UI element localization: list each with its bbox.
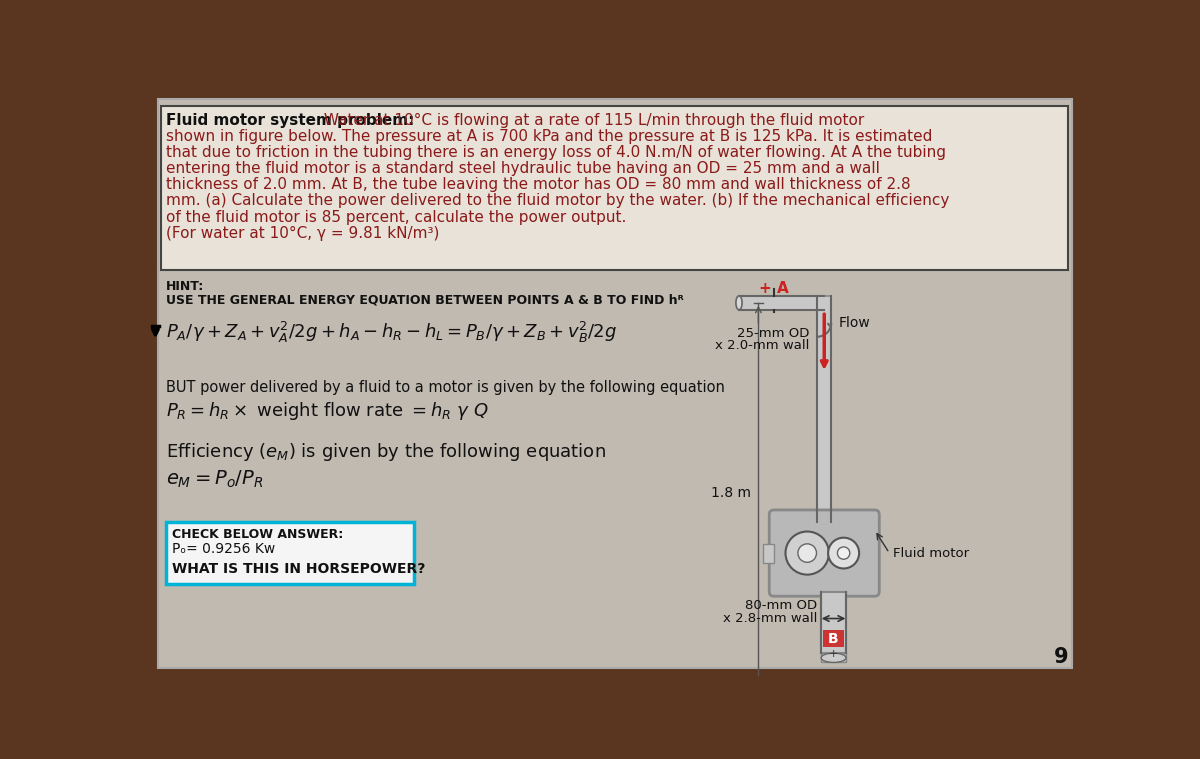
Text: thickness of 2.0 mm. At B, the tube leaving the motor has OD = 80 mm and wall th: thickness of 2.0 mm. At B, the tube leav… bbox=[166, 178, 910, 192]
Text: B: B bbox=[828, 631, 839, 646]
Text: entering the fluid motor is a standard steel hydraulic tube having an OD = 25 mm: entering the fluid motor is a standard s… bbox=[166, 161, 880, 176]
Text: BUT power delivered by a fluid to a motor is given by the following equation: BUT power delivered by a fluid to a moto… bbox=[166, 380, 725, 395]
Text: that due to friction in the tubing there is an energy loss of 4.0 N.m/N of water: that due to friction in the tubing there… bbox=[166, 145, 946, 160]
Wedge shape bbox=[817, 323, 832, 337]
Text: USE THE GENERAL ENERGY EQUATION BETWEEN POINTS A & B TO FIND hᴿ: USE THE GENERAL ENERGY EQUATION BETWEEN … bbox=[166, 294, 683, 307]
FancyBboxPatch shape bbox=[157, 99, 1073, 668]
Circle shape bbox=[786, 531, 829, 575]
Text: Water at 10°C is flowing at a rate of 115 L/min through the fluid motor: Water at 10°C is flowing at a rate of 11… bbox=[319, 112, 864, 128]
Circle shape bbox=[838, 547, 850, 559]
Ellipse shape bbox=[736, 296, 742, 310]
Text: Flow: Flow bbox=[839, 316, 870, 330]
Ellipse shape bbox=[821, 653, 846, 663]
Text: CHECK BELOW ANSWER:: CHECK BELOW ANSWER: bbox=[172, 528, 343, 541]
Text: HINT:: HINT: bbox=[166, 280, 204, 293]
Text: Fluid motor: Fluid motor bbox=[893, 546, 970, 559]
Text: 9: 9 bbox=[1054, 647, 1068, 667]
Text: mm. (a) Calculate the power delivered to the fluid motor by the water. (b) If th: mm. (a) Calculate the power delivered to… bbox=[166, 194, 949, 209]
Bar bbox=[821, 591, 846, 653]
Text: $e_M = P_o/P_R$: $e_M = P_o/P_R$ bbox=[166, 469, 263, 490]
Text: 80-mm OD: 80-mm OD bbox=[745, 600, 817, 613]
Text: x 2.8-mm wall: x 2.8-mm wall bbox=[722, 612, 817, 625]
Text: of the fluid motor is 85 percent, calculate the power output.: of the fluid motor is 85 percent, calcul… bbox=[166, 209, 626, 225]
Circle shape bbox=[798, 544, 816, 562]
Text: (For water at 10°C, γ = 9.81 kN/m³): (For water at 10°C, γ = 9.81 kN/m³) bbox=[166, 226, 439, 241]
Text: $P_A/\gamma + Z_A + v_A^2/2g + h_A - h_R - h_L = P_B/\gamma + Z_B + v_B^2/2g$: $P_A/\gamma + Z_A + v_A^2/2g + h_A - h_R… bbox=[166, 320, 617, 345]
Text: x 2.0-mm wall: x 2.0-mm wall bbox=[715, 339, 810, 352]
Text: Fluid motor system problem:: Fluid motor system problem: bbox=[166, 112, 414, 128]
Bar bbox=[161, 106, 1068, 269]
Text: + A: + A bbox=[760, 282, 788, 296]
Text: WHAT IS THIS IN HORSEPOWER?: WHAT IS THIS IN HORSEPOWER? bbox=[172, 562, 425, 576]
Text: 1.8 m: 1.8 m bbox=[710, 487, 751, 500]
Circle shape bbox=[828, 537, 859, 568]
Bar bbox=[739, 296, 824, 310]
Bar bbox=[817, 296, 832, 522]
Bar bbox=[817, 296, 832, 323]
FancyBboxPatch shape bbox=[769, 510, 880, 597]
Bar bbox=[763, 544, 774, 563]
Text: +: + bbox=[829, 648, 839, 659]
Bar bbox=[821, 653, 846, 663]
Text: shown in figure below. The pressure at A is 700 kPa and the pressure at B is 125: shown in figure below. The pressure at A… bbox=[166, 129, 932, 143]
Text: Efficiency $(e_M)$ is given by the following equation: Efficiency $(e_M)$ is given by the follo… bbox=[166, 442, 605, 464]
Text: $P_R = h_R \times$ weight flow rate $= h_R\ \gamma\ Q$: $P_R = h_R \times$ weight flow rate $= h… bbox=[166, 400, 488, 422]
Bar bbox=[823, 630, 845, 647]
Text: 25-mm OD: 25-mm OD bbox=[737, 326, 810, 340]
Text: Pₒ= 0.9256 Kw: Pₒ= 0.9256 Kw bbox=[172, 542, 275, 556]
Bar bbox=[166, 522, 414, 584]
